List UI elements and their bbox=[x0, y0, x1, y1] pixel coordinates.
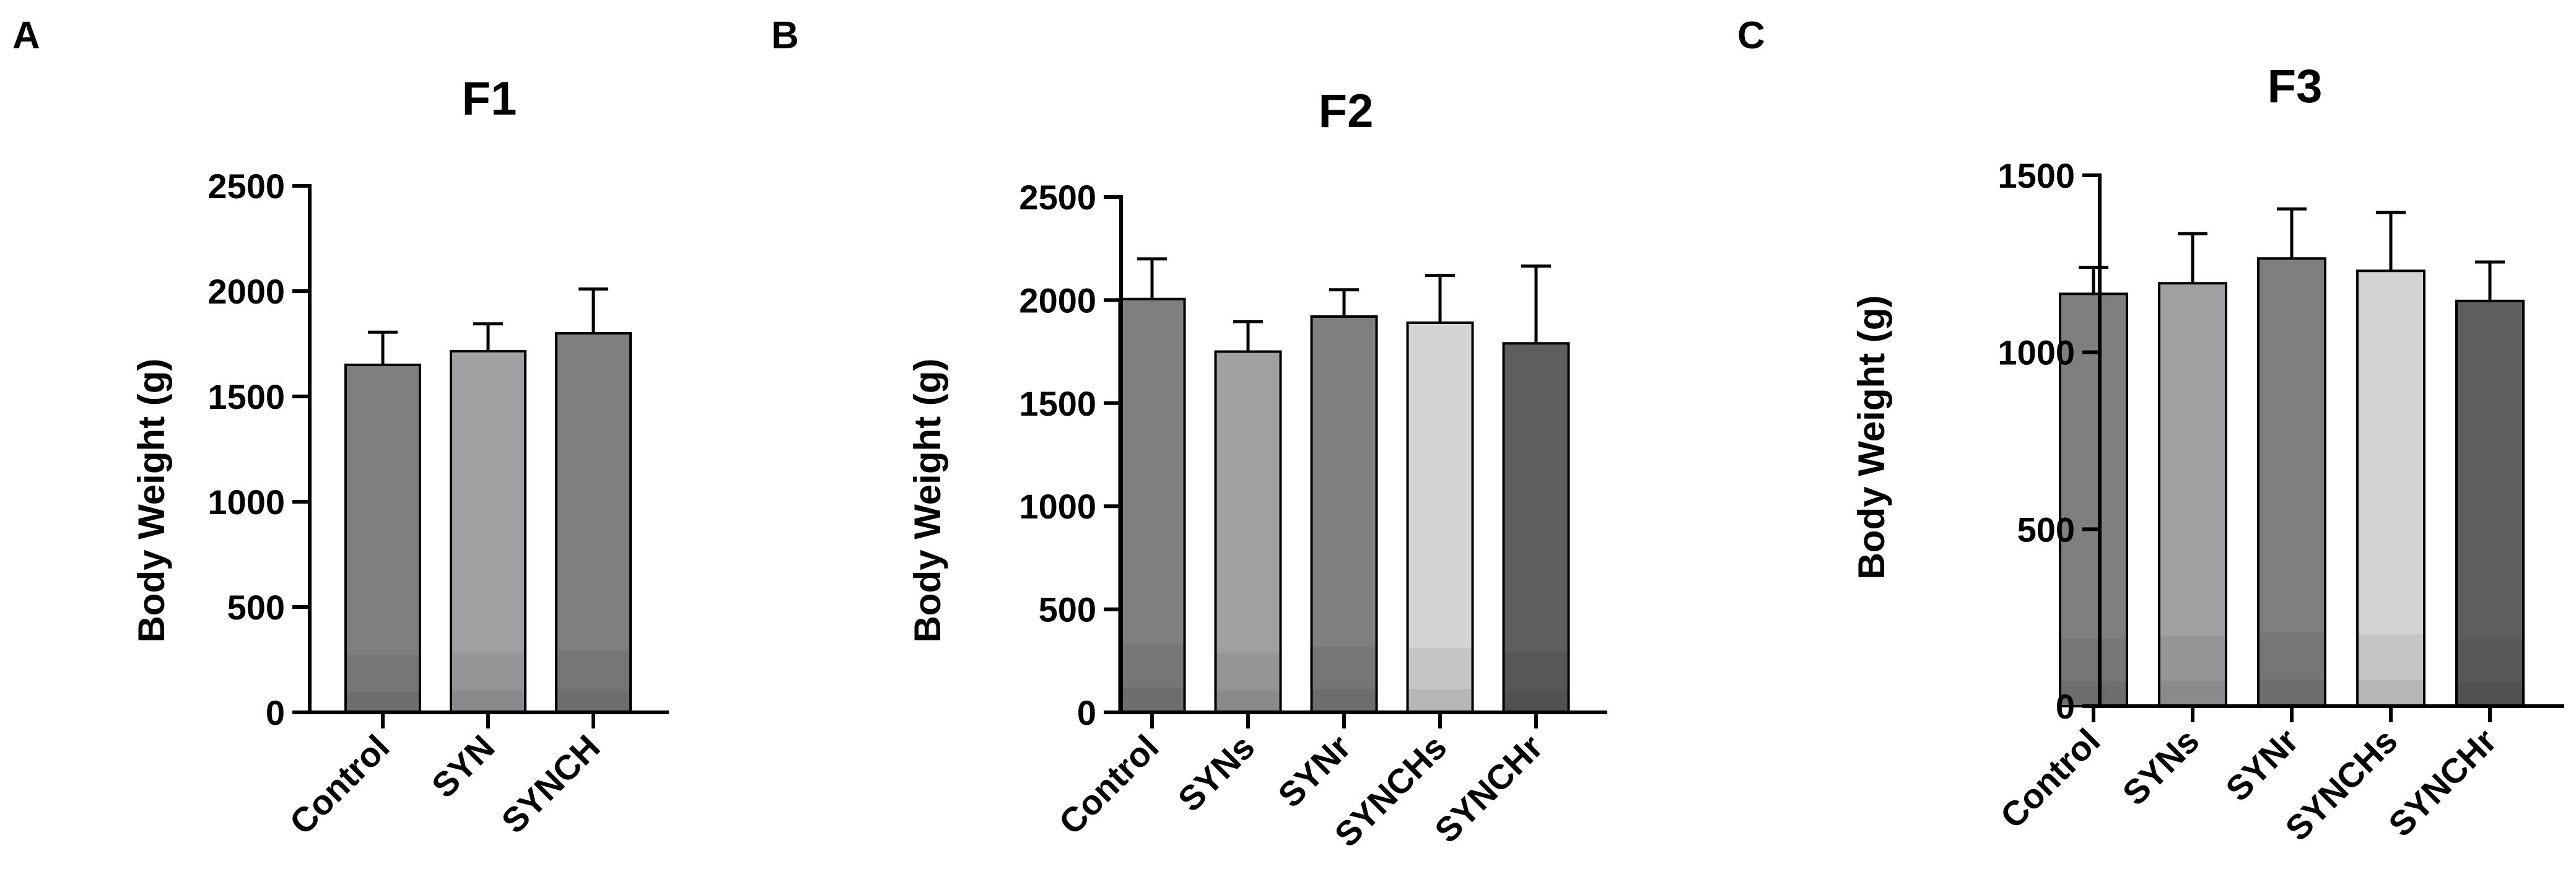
panel-c-bar-group bbox=[2158, 232, 2227, 707]
panel-b-bar-shade bbox=[1216, 652, 1280, 691]
panel-b-bar-group bbox=[1502, 264, 1570, 714]
panel-b-ylabel: Body Weight (g) bbox=[907, 359, 948, 643]
panel-a-x-tick-label: Control bbox=[282, 727, 396, 842]
panel-b-label: B bbox=[771, 14, 799, 57]
panel-a-y-tick-label: 1500 bbox=[207, 377, 285, 416]
panel-c-bar-shade bbox=[2458, 639, 2522, 682]
panel-a-y-tick-label: 0 bbox=[266, 693, 285, 732]
panel-a-x-tick-label: SYNCH bbox=[494, 727, 607, 841]
panel-c-bar bbox=[2455, 299, 2525, 708]
panel-c-bar-shade bbox=[2359, 634, 2423, 680]
panel-c-bar-group bbox=[2257, 207, 2326, 708]
panel-c-y-tick-label: 1500 bbox=[1997, 156, 2075, 195]
panel-c-bar-group bbox=[2059, 266, 2128, 707]
panel-a-bar-shade bbox=[557, 689, 629, 711]
panel-a-title: F1 bbox=[462, 72, 517, 125]
panel-b-plot: Control SYNs SYNrSYNCHsSYNCHr0500100015002… bbox=[1019, 178, 1607, 854]
panel-b-y-tick-label: 2000 bbox=[1019, 281, 1096, 320]
panel-a-y-tick-label: 500 bbox=[227, 588, 285, 627]
panel-a-bar-shade bbox=[347, 655, 419, 692]
panel-b-bar-group bbox=[1406, 273, 1474, 714]
panel-b-bar-shade bbox=[1120, 644, 1184, 688]
panel-a-bar-shade bbox=[347, 691, 419, 711]
panel-b-x-tick-label: Control bbox=[1051, 727, 1166, 842]
panel-a-x-tick-label: SYN bbox=[424, 727, 502, 805]
panel-b-bar-shade bbox=[1504, 690, 1568, 711]
panel-b-y-tick-label: 1500 bbox=[1019, 384, 1096, 423]
panel-b-bar-shade bbox=[1120, 687, 1184, 711]
panel-b: B F2 Body Weight (g) Control SYNs SYNr SYNC… bbox=[771, 14, 1607, 854]
panel-a-label: A bbox=[12, 14, 40, 57]
panel-a-bar-group bbox=[344, 330, 421, 714]
panel-a-y-tick-label: 1000 bbox=[207, 483, 285, 522]
panel-a-bar-shade bbox=[452, 691, 524, 711]
panel-c-x-tick-label: Control bbox=[1993, 721, 2107, 836]
panel-b-bar bbox=[1214, 350, 1282, 714]
panel-c-ylabel: Body Weight (g) bbox=[1851, 295, 1892, 580]
panel-a-y-tick-label: 2500 bbox=[207, 167, 285, 206]
panel-c-y-tick-label: 0 bbox=[2056, 687, 2075, 726]
panel-b-x-tick-label: SYNCHr bbox=[1427, 727, 1550, 850]
panel-b-title: F2 bbox=[1319, 85, 1374, 138]
panel-b-bar-shade bbox=[1408, 689, 1472, 711]
panel-c-bar-group bbox=[2356, 211, 2425, 707]
panel-c-bar bbox=[2059, 292, 2128, 707]
panel-c-bar-shade bbox=[2061, 638, 2126, 682]
panel-c-y-tick-label: 500 bbox=[2017, 510, 2075, 549]
panel-b-bar bbox=[1310, 315, 1378, 714]
panel-b-bar bbox=[1502, 342, 1570, 714]
panel-c-label: C bbox=[1737, 14, 1765, 57]
panel-c-bar-shade bbox=[2259, 632, 2324, 680]
panel-a-bar bbox=[344, 364, 421, 714]
panel-c-x-tick-label: SYNs bbox=[2115, 721, 2206, 813]
panel-a-bar-group bbox=[555, 287, 632, 714]
panel-c-x-tick-label: SYNr bbox=[2218, 721, 2305, 808]
panel-b-bar-group bbox=[1214, 320, 1282, 714]
panel-a-bar-group bbox=[450, 322, 526, 714]
panel-b-y-tick-label: 1000 bbox=[1019, 487, 1096, 526]
panel-b-bar-shade bbox=[1312, 647, 1376, 689]
panel-b-bar-group bbox=[1310, 288, 1378, 714]
panel-a-bar-shade bbox=[557, 650, 629, 690]
panel-b-bar bbox=[1118, 297, 1186, 714]
panel-a-ylabel: Body Weight (g) bbox=[131, 359, 172, 643]
panel-b-y-tick-label: 500 bbox=[1039, 590, 1096, 629]
panel-c-bar-shade bbox=[2160, 681, 2225, 705]
panel-b-x-tick-label: SYNs bbox=[1170, 727, 1262, 819]
panel-b-bar-shade bbox=[1504, 651, 1568, 691]
panel-c-bar-group bbox=[2455, 260, 2525, 708]
panel-b-y-tick-label: 2500 bbox=[1019, 178, 1096, 217]
panel-c-title: F3 bbox=[2268, 60, 2323, 113]
panel-c-bar-shade bbox=[2458, 681, 2522, 705]
panel-c-bar-shade bbox=[2061, 681, 2126, 705]
panel-c-bar-shade bbox=[2359, 680, 2423, 705]
panel-b-bar-shade bbox=[1216, 691, 1280, 711]
panel-b-bar-shade bbox=[1408, 648, 1472, 689]
panel-c-bar-shade bbox=[2160, 636, 2225, 681]
panel-c: C F3 Body Weight (g) Control SYNs SYNr SYNC… bbox=[1737, 14, 2564, 848]
panel-b-x-tick-label: SYNr bbox=[1270, 727, 1358, 815]
panel-b-y-tick-label: 0 bbox=[1077, 693, 1096, 732]
panel-c-bar-shade bbox=[2259, 679, 2324, 705]
panel-c-x-tick-label: SYNCHr bbox=[2381, 721, 2504, 844]
panel-a-bar bbox=[555, 332, 632, 714]
panel-c-y-tick-label: 1000 bbox=[1997, 333, 2075, 372]
panel-a-bar-shade bbox=[452, 652, 524, 691]
panel-b-bar-group bbox=[1118, 257, 1186, 714]
panel-a-y-tick-label: 2000 bbox=[207, 272, 285, 311]
panel-b-bar-shade bbox=[1312, 688, 1376, 711]
